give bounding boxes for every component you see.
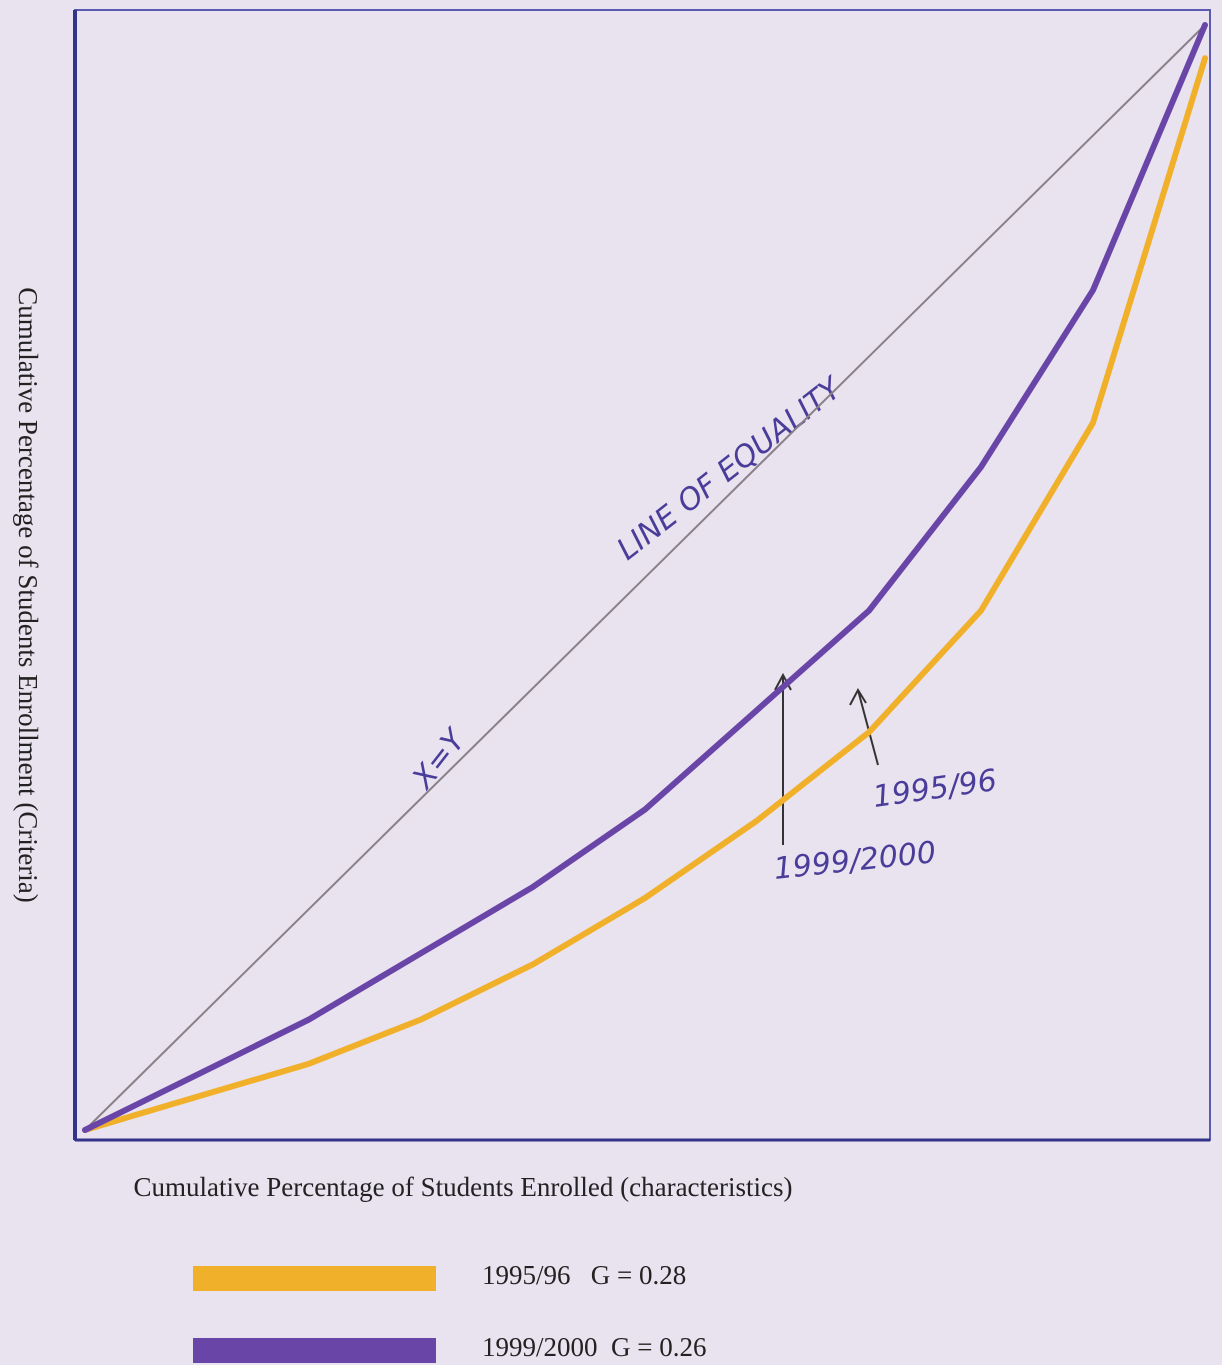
- page: Cumulative Percentage of Students Enroll…: [0, 0, 1222, 1365]
- legend-swatch: [193, 1266, 436, 1291]
- legend-swatch: [193, 1338, 436, 1363]
- x-axis-title: Cumulative Percentage of Students Enroll…: [133, 1172, 792, 1202]
- legend-label: 1999/2000 G = 0.26: [482, 1332, 706, 1362]
- legend-label: 1995/96 G = 0.28: [482, 1260, 686, 1290]
- chart: Cumulative Percentage of Students Enroll…: [0, 0, 1222, 1365]
- background: [0, 0, 1222, 1365]
- y-axis-title: Cumulative Percentage of Students Enroll…: [13, 287, 43, 903]
